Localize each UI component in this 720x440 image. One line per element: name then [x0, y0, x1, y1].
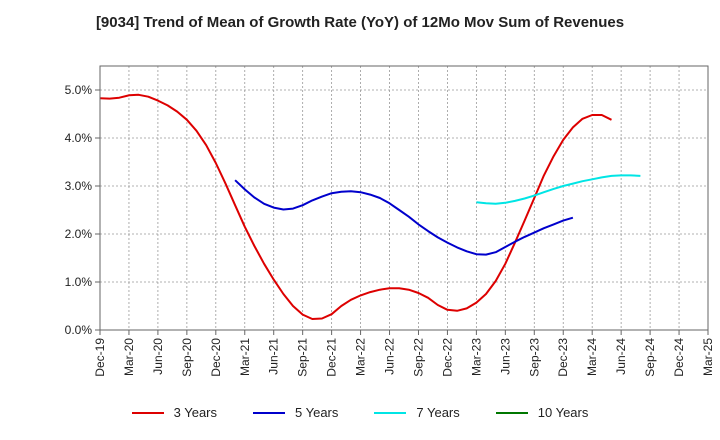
- plot-frame: [99, 65, 709, 331]
- y-tick-label: 3.0%: [65, 179, 93, 193]
- legend-swatch: [495, 411, 528, 414]
- x-tick-label: Jun-22: [383, 338, 397, 375]
- legend-swatch: [374, 411, 407, 414]
- x-tick-label: Sep-22: [411, 338, 425, 377]
- x-tick-label: Mar-24: [585, 338, 599, 376]
- series-line-3-years: [99, 93, 612, 320]
- y-tick-label: 1.0%: [65, 275, 93, 289]
- legend: 3 Years 5 Years 7 Years 10 Years: [0, 405, 720, 420]
- legend-item-10-years: 10 Years: [495, 405, 589, 420]
- series-line-7-years: [476, 174, 641, 205]
- x-axis-ticks: Dec-19 Mar-20 Jun-20 Sep-20 Dec-20 Mar-21 Jun-…: [93, 330, 715, 377]
- legend-label: 7 Years: [416, 405, 460, 420]
- x-tick-label: Sep-24: [643, 338, 657, 377]
- y-tick-label: 4.0%: [65, 131, 93, 145]
- x-tick-label: Sep-20: [180, 338, 194, 377]
- x-tick-label: Sep-21: [296, 338, 310, 377]
- chart-plot: 0.0% 1.0% 2.0% 3.0% 4.0% 5.0% Dec-19 Mar-20 Jun…: [65, 65, 715, 377]
- x-tick-label: Mar-20: [122, 338, 136, 376]
- legend-label: 5 Years: [295, 405, 339, 420]
- x-tick-label: Mar-22: [354, 338, 368, 376]
- x-tick-label: Jun-21: [267, 338, 281, 375]
- x-tick-label: Jun-20: [151, 338, 165, 375]
- legend-item-3-years: 3 Years: [131, 405, 217, 420]
- x-tick-label: Dec-23: [556, 338, 570, 377]
- x-tick-label: Mar-23: [469, 338, 483, 376]
- x-tick-label: Mar-25: [701, 338, 715, 376]
- x-tick-label: Dec-20: [209, 338, 223, 377]
- x-tick-label: Dec-22: [440, 338, 454, 377]
- series-line-5-years: [234, 179, 574, 256]
- legend-label: 10 Years: [537, 405, 589, 420]
- legend-label: 3 Years: [173, 405, 217, 420]
- x-tick-label: Mar-21: [238, 338, 252, 376]
- x-tick-label: Dec-24: [672, 338, 686, 377]
- y-tick-label: 2.0%: [65, 227, 93, 241]
- x-tick-label: Sep-23: [527, 338, 541, 377]
- grid-lines: [99, 66, 709, 331]
- legend-swatch: [131, 411, 164, 414]
- legend-item-7-years: 7 Years: [374, 405, 460, 420]
- y-tick-label: 0.0%: [65, 323, 93, 337]
- x-tick-label: Jun-23: [498, 338, 512, 375]
- x-tick-label: Dec-19: [93, 338, 107, 377]
- y-axis-ticks: 0.0% 1.0% 2.0% 3.0% 4.0% 5.0%: [65, 83, 100, 337]
- legend-swatch: [253, 411, 285, 414]
- series-lines: [99, 93, 641, 320]
- chart-title: [9034] Trend of Mean of Growth Rate (YoY…: [95, 14, 625, 31]
- x-tick-label: Jun-24: [614, 338, 628, 375]
- y-tick-label: 5.0%: [65, 83, 93, 97]
- legend-item-5-years: 5 Years: [253, 405, 338, 420]
- x-tick-label: Dec-21: [325, 338, 339, 377]
